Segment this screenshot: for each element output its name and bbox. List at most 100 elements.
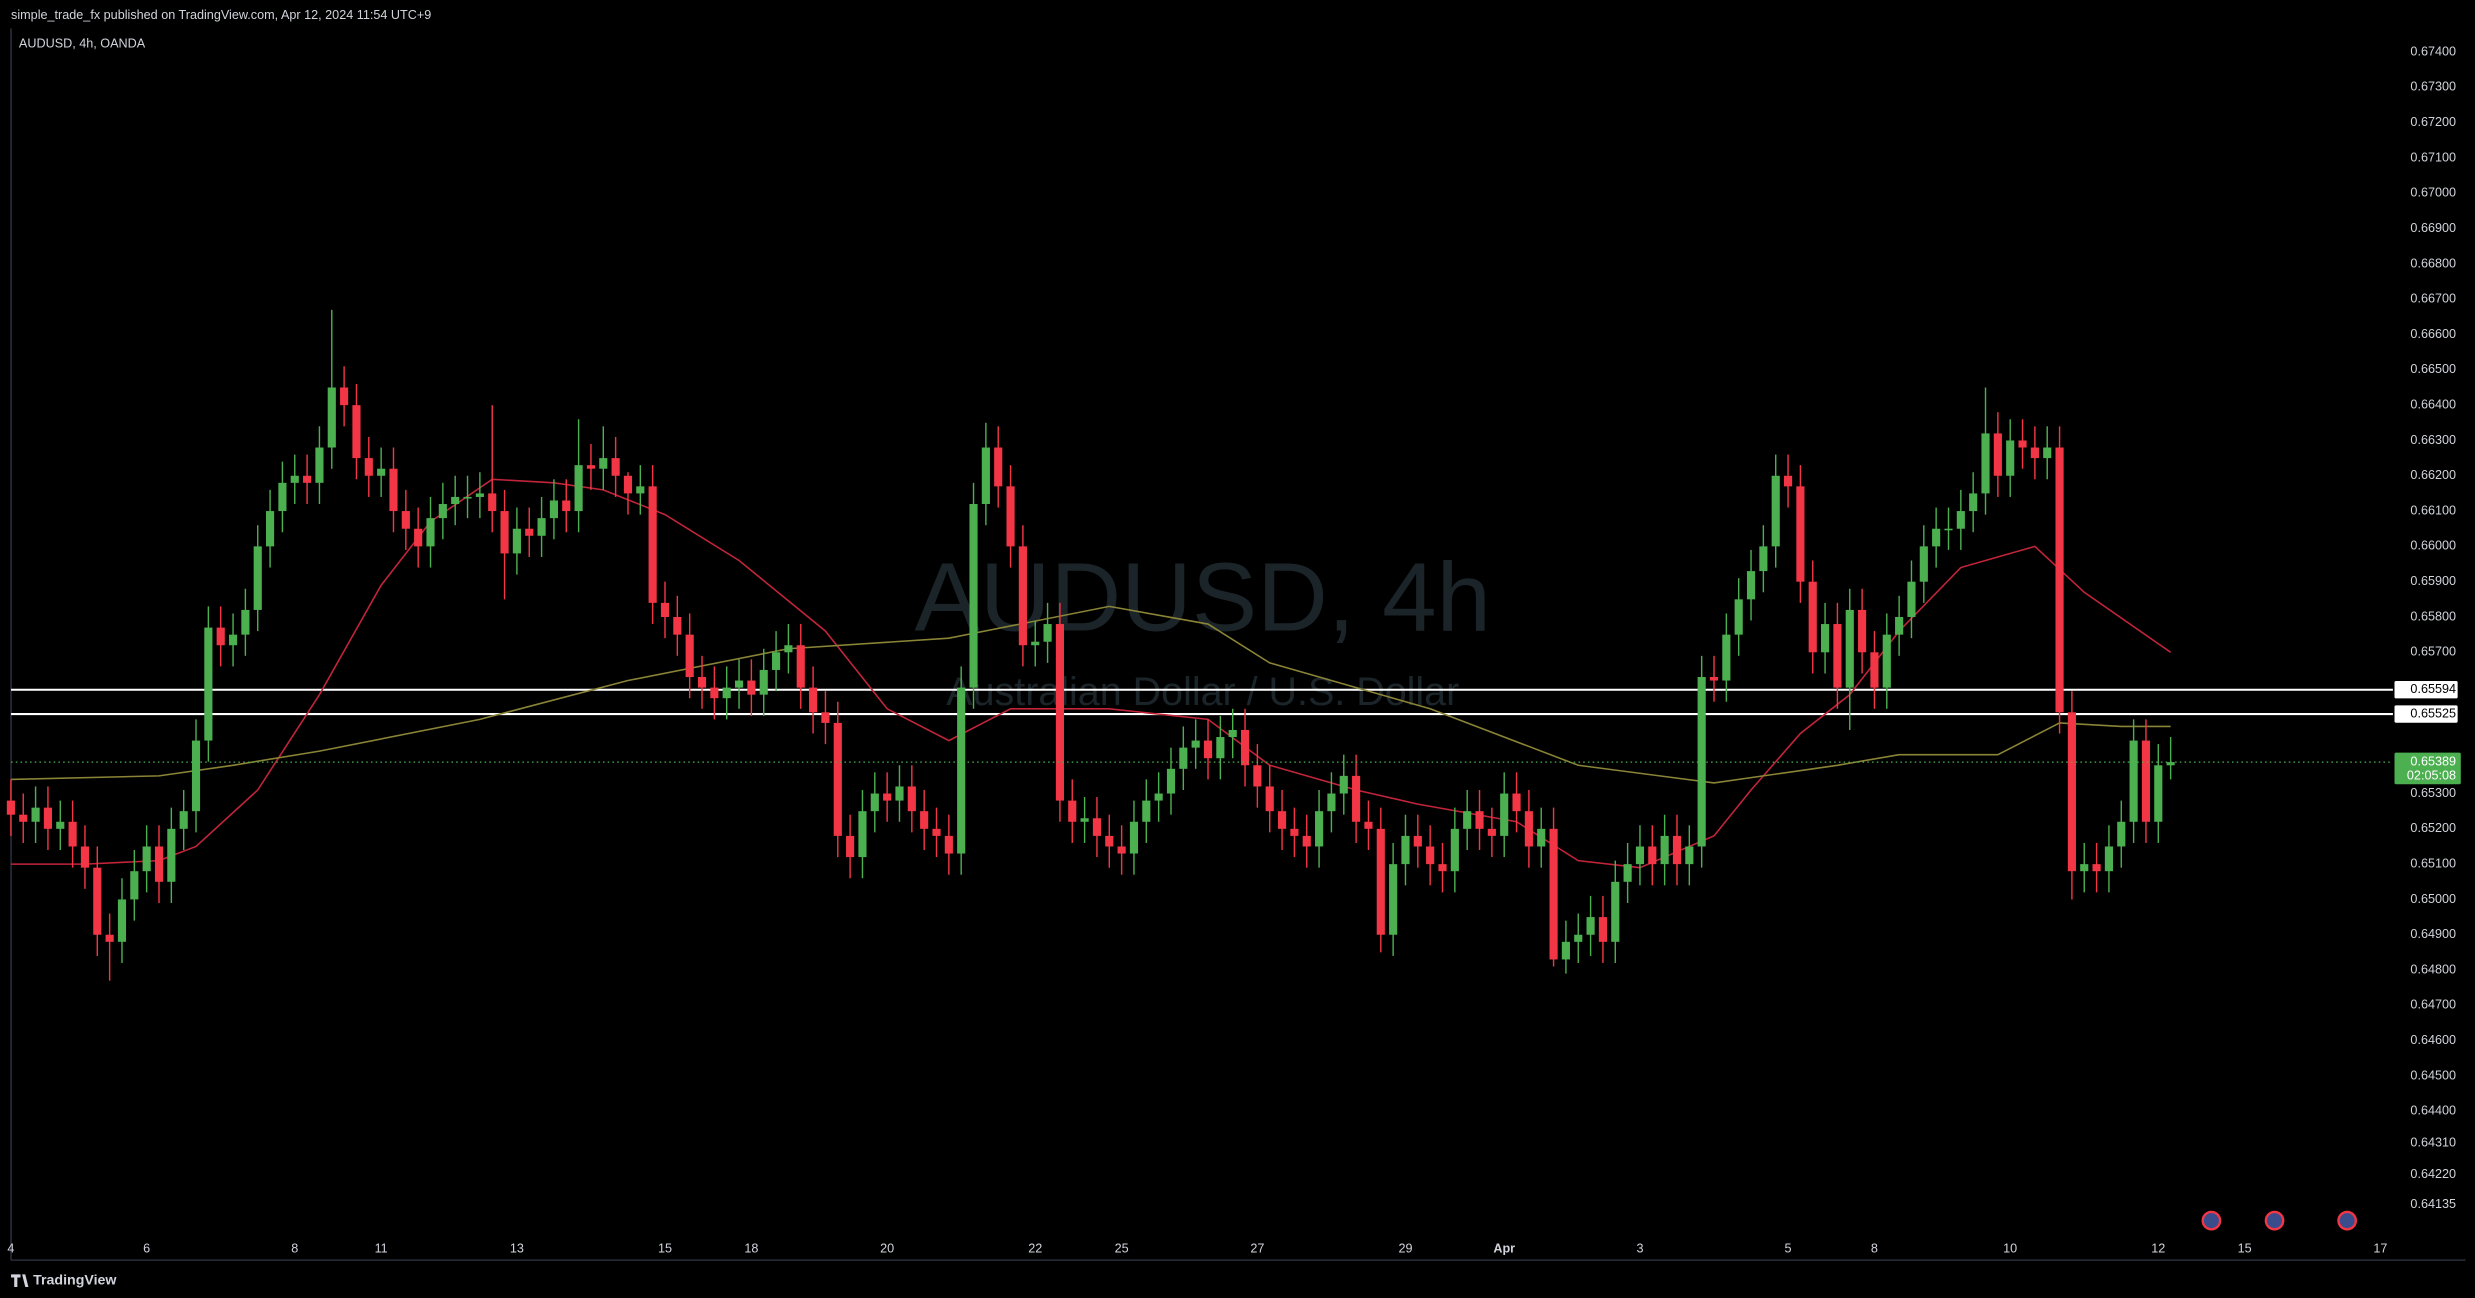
candle-body (1265, 786, 1274, 812)
x-tick-label: 15 (2238, 1241, 2252, 1255)
candle-body (1919, 546, 1928, 582)
candle-body (858, 811, 867, 858)
last-price-label: 0.65389 (2410, 754, 2456, 768)
candle-body (1969, 493, 1978, 512)
candle-body (636, 486, 645, 494)
candle-body (463, 496, 472, 499)
candle-body (685, 634, 694, 678)
x-tick-label: 6 (143, 1241, 150, 1255)
x-tick-label: 20 (880, 1241, 894, 1255)
candle-body (167, 828, 176, 882)
level-label-box (2394, 705, 2458, 723)
candle-body (278, 482, 287, 512)
candle-body (93, 867, 102, 935)
candle-body (2141, 740, 2151, 822)
candle-body (2117, 821, 2126, 847)
candle-body (1253, 765, 1262, 787)
candle-body (475, 493, 484, 497)
candle-body (1129, 821, 1139, 854)
candle-body (352, 405, 361, 459)
candle-body (1105, 835, 1114, 847)
x-tick-label: 10 (2003, 1241, 2017, 1255)
candle-body (1487, 828, 1496, 836)
x-tick-label: 4 (7, 1241, 14, 1255)
x-tick-label: 17 (2373, 1241, 2387, 1255)
candle-body (1475, 811, 1484, 829)
candle-body (1796, 486, 1805, 582)
x-tick-label: 5 (1785, 1241, 1792, 1255)
candle-body (697, 677, 707, 688)
candle-body (438, 504, 447, 519)
y-tick-label: 0.65800 (2410, 609, 2456, 623)
event-icons[interactable] (2201, 1210, 2358, 1231)
candle-body (2067, 712, 2076, 872)
candle-body (2154, 765, 2163, 822)
candle-body (1179, 747, 1188, 769)
y-tick-label: 0.65900 (2410, 574, 2456, 588)
candle-body (1290, 828, 1299, 836)
candle-body (944, 835, 953, 854)
y-tick-label: 0.66700 (2410, 292, 2456, 306)
candle-body (2043, 447, 2052, 459)
candle-body (907, 786, 916, 812)
y-tick-label: 0.67000 (2410, 186, 2456, 200)
y-tick-label: 0.64900 (2410, 927, 2456, 941)
candle-body (1537, 828, 1546, 847)
y-tick-label: 0.66800 (2410, 256, 2456, 270)
candle-body (1364, 821, 1373, 829)
candle-body (846, 835, 855, 858)
y-tick-label: 0.64220 (2410, 1167, 2456, 1181)
candle-body (1240, 729, 1250, 766)
level-label: 0.65594 (2410, 682, 2456, 696)
candle-body (747, 680, 756, 695)
y-tick-label: 0.64800 (2410, 962, 2456, 976)
candle-body (883, 793, 892, 801)
candle-body (1598, 917, 1608, 942)
y-tick-label: 0.65200 (2410, 821, 2456, 835)
candle-body (1512, 793, 1521, 812)
candle-body (525, 528, 534, 536)
candle-body (1845, 609, 1854, 688)
candle-body (2129, 740, 2138, 822)
x-tick-label: 3 (1636, 1241, 1643, 1255)
candle-body (1956, 511, 1965, 529)
candle-body (1166, 768, 1176, 794)
candle-body (1450, 828, 1459, 872)
candle-body (660, 602, 670, 617)
candle-body (1549, 828, 1558, 960)
brand[interactable]: TradingView (11, 1272, 117, 1288)
candle-body (1672, 835, 1682, 865)
candle-body (1117, 846, 1126, 854)
candle-body (2166, 762, 2175, 766)
candle-body (426, 518, 435, 547)
candle-body (19, 814, 28, 822)
candle-body (1858, 609, 1867, 653)
event-icon[interactable] (2264, 1210, 2285, 1231)
candle-body (1993, 433, 2002, 476)
candle-body (1068, 800, 1077, 822)
event-icon[interactable] (2201, 1210, 2222, 1231)
candle-body (1376, 828, 1385, 935)
candle-body (1882, 634, 1891, 688)
candle-body (1648, 846, 1657, 865)
y-tick-label: 0.67200 (2410, 115, 2456, 129)
y-tick-label: 0.67100 (2410, 150, 2456, 164)
candle-body (1574, 934, 1583, 942)
candle-body (56, 821, 65, 829)
y-tick-label: 0.64135 (2410, 1197, 2456, 1211)
brand-name: TradingView (33, 1272, 117, 1288)
event-icon[interactable] (2337, 1210, 2358, 1231)
candle-body (68, 821, 77, 847)
watermark-subtitle: Australian Dollar / U.S. Dollar (946, 670, 1459, 714)
candle-body (784, 645, 793, 653)
candle-body (2018, 440, 2027, 448)
candle-body (1413, 835, 1422, 847)
candle-body (266, 511, 275, 547)
x-tick-label: 27 (1250, 1241, 1264, 1255)
candle-body (1302, 835, 1311, 847)
candle-body (1635, 846, 1645, 865)
candle-body (154, 846, 164, 882)
countdown-label: 02:05:08 (2407, 769, 2456, 783)
x-tick-label: 22 (1028, 1241, 1042, 1255)
y-tick-label: 0.66400 (2410, 397, 2456, 411)
